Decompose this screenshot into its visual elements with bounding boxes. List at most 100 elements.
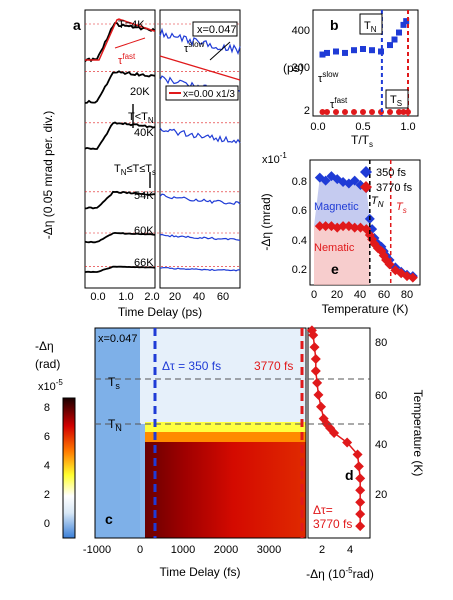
panel-d-point (352, 449, 363, 460)
panel-b-ylabel: (ps) (283, 61, 304, 75)
panel-e-xtick-20: 20 (331, 289, 343, 301)
panel-d-xtick-4: 4 (347, 544, 353, 556)
panel-e-xtick-40: 40 (354, 289, 366, 301)
panel-b-ytick-2: 2 (304, 105, 310, 117)
panel-c-label: c (105, 511, 113, 527)
panel-a-trace-right (159, 27, 241, 56)
cbar-tick-6: 6 (44, 431, 50, 443)
panel-c-xlabel: Time Delay (fs) (160, 565, 241, 579)
panel-e-label: e (331, 261, 339, 277)
tau-slow-label: τslow (184, 40, 205, 55)
panel-e-3770-point (314, 221, 325, 232)
panel-c-ylabel-1: -Δη (35, 339, 54, 353)
legend-x-value: x=0.047 (197, 24, 236, 36)
panel-b-fast-point (396, 109, 402, 115)
panel-a-xtick-0: 0.0 (90, 291, 105, 303)
panel-b-slow-point (387, 42, 393, 49)
panel-b-ts-label: TS (390, 94, 402, 108)
panel-b-slow-point (333, 48, 339, 55)
panel-e-xtick-80: 80 (401, 289, 413, 301)
panel-d-point (310, 365, 321, 376)
panel-e-legend-blue: 350 fs (376, 167, 406, 179)
temp-label-40k: 40K (134, 127, 154, 139)
panel-a-right-frame (159, 9, 241, 289)
panel-b-fast-point (319, 109, 326, 115)
panel-b-slow-point (378, 48, 384, 55)
heatmap-tn-label: TN (108, 417, 122, 433)
heatmap-upper (140, 328, 306, 424)
panel-e-3770-point (376, 246, 387, 257)
panel-a-label: a (73, 17, 81, 33)
panel-b-xtick-2: 1.0 (400, 121, 415, 133)
panel-c-xtick-2000: 2000 (214, 544, 238, 556)
panel-b-xtick-0: 0.0 (310, 121, 325, 133)
panel-e-3770-point (320, 221, 331, 232)
panel-d-xlabel: -Δη (10-5rad) (306, 566, 374, 581)
temp-label-4k: T=4K (118, 19, 145, 31)
panel-d-point (355, 509, 366, 520)
temp-label-66k: 66K (134, 257, 154, 269)
panel-d-point (355, 485, 366, 496)
panel-b-slow-point (351, 47, 357, 54)
panel-b-marks (319, 10, 411, 116)
panel-a-trace-x000 (85, 18, 156, 61)
panel-d-point (355, 497, 366, 508)
legend-red-label: x=0.00 x1/3 (183, 89, 235, 100)
panel-d-xtick-2: 2 (319, 544, 325, 556)
panel-b-fast-point (333, 109, 339, 115)
panel-e-ytick-04: 0.4 (292, 235, 307, 247)
panel-e-3770-point (384, 259, 395, 270)
panel-a-trace-x000-right (159, 55, 241, 81)
panel-d-point (312, 377, 323, 388)
panel-b: b 2 200 400 (ps) 0.0 0.5 1.0 T/Ts TN TS … (283, 9, 419, 149)
panel-c: -Δη (rad) x10-5 8 6 4 2 0 (35, 327, 307, 579)
cbar-tick-0: 0 (44, 518, 50, 530)
panel-d-dt2: 3770 fs (313, 517, 352, 531)
cbar-scale: x10-5 (38, 378, 63, 393)
panel-e-scale: x10-1 (262, 151, 287, 166)
panel-d: 80 60 40 20 Temperature (K) 2 4 -Δη (10-… (306, 325, 425, 581)
panel-e-tn: TN (371, 195, 384, 209)
cbar-tick-2: 2 (44, 489, 50, 501)
panel-b-tn-label: TN (364, 20, 377, 34)
panel-b-ytick-400: 400 (292, 25, 310, 37)
panel-d-point (313, 389, 324, 400)
panel-b-fast-point (387, 109, 393, 115)
panel-e: x10-1 -Δη (mrad) 0.8 0.6 0.4 0.2 0 20 40… (259, 151, 421, 316)
panel-d-dt1: Δτ= (313, 503, 333, 517)
panel-d-ytick-60: 60 (375, 390, 387, 402)
panel-a-trace-left (84, 231, 156, 244)
panel-a-trace-left (84, 70, 156, 104)
panel-e-legend-blue-marker (360, 166, 372, 178)
annot-tn-t-ts: TN≤T≤Ts (114, 163, 156, 177)
panel-e-ylabel: -Δη (mrad) (259, 193, 273, 250)
panel-b-fast-point (369, 109, 375, 115)
panel-b-fast-point (342, 109, 348, 115)
panel-b-slow-point (360, 45, 366, 52)
panel-e-350-point (349, 175, 360, 186)
panel-e-legend-red: 3770 fs (376, 182, 413, 194)
annot-t-lt-tn: T<TN (128, 111, 154, 125)
legend-red-box (165, 85, 239, 101)
temp-label-54k: 54K (134, 190, 154, 202)
tau-fast-arrow (114, 37, 146, 49)
temp-label-60k: 60K (134, 225, 154, 237)
panel-d-point (306, 325, 317, 336)
panel-d-point (309, 342, 320, 353)
panel-b-xlabel: T/Ts (351, 133, 373, 149)
magnetic-region (314, 176, 370, 227)
panel-a-xtick-5: 60 (217, 291, 229, 303)
panel-a-trace-right (159, 266, 241, 272)
heatmap-ts-label: Ts (108, 375, 120, 391)
panel-d-frame (307, 327, 371, 539)
panel-b-tau-slow: τslow (318, 70, 339, 85)
panel-b-tau-fast: τfast (330, 96, 348, 111)
panel-d-point (355, 473, 366, 484)
magnetic-label: Magnetic (314, 201, 359, 213)
panel-b-slow-point (319, 51, 326, 58)
colorbar (62, 397, 76, 539)
tau-slow-arrow (209, 41, 231, 61)
panel-d-point (342, 437, 353, 448)
panel-b-slow-point (324, 49, 330, 56)
